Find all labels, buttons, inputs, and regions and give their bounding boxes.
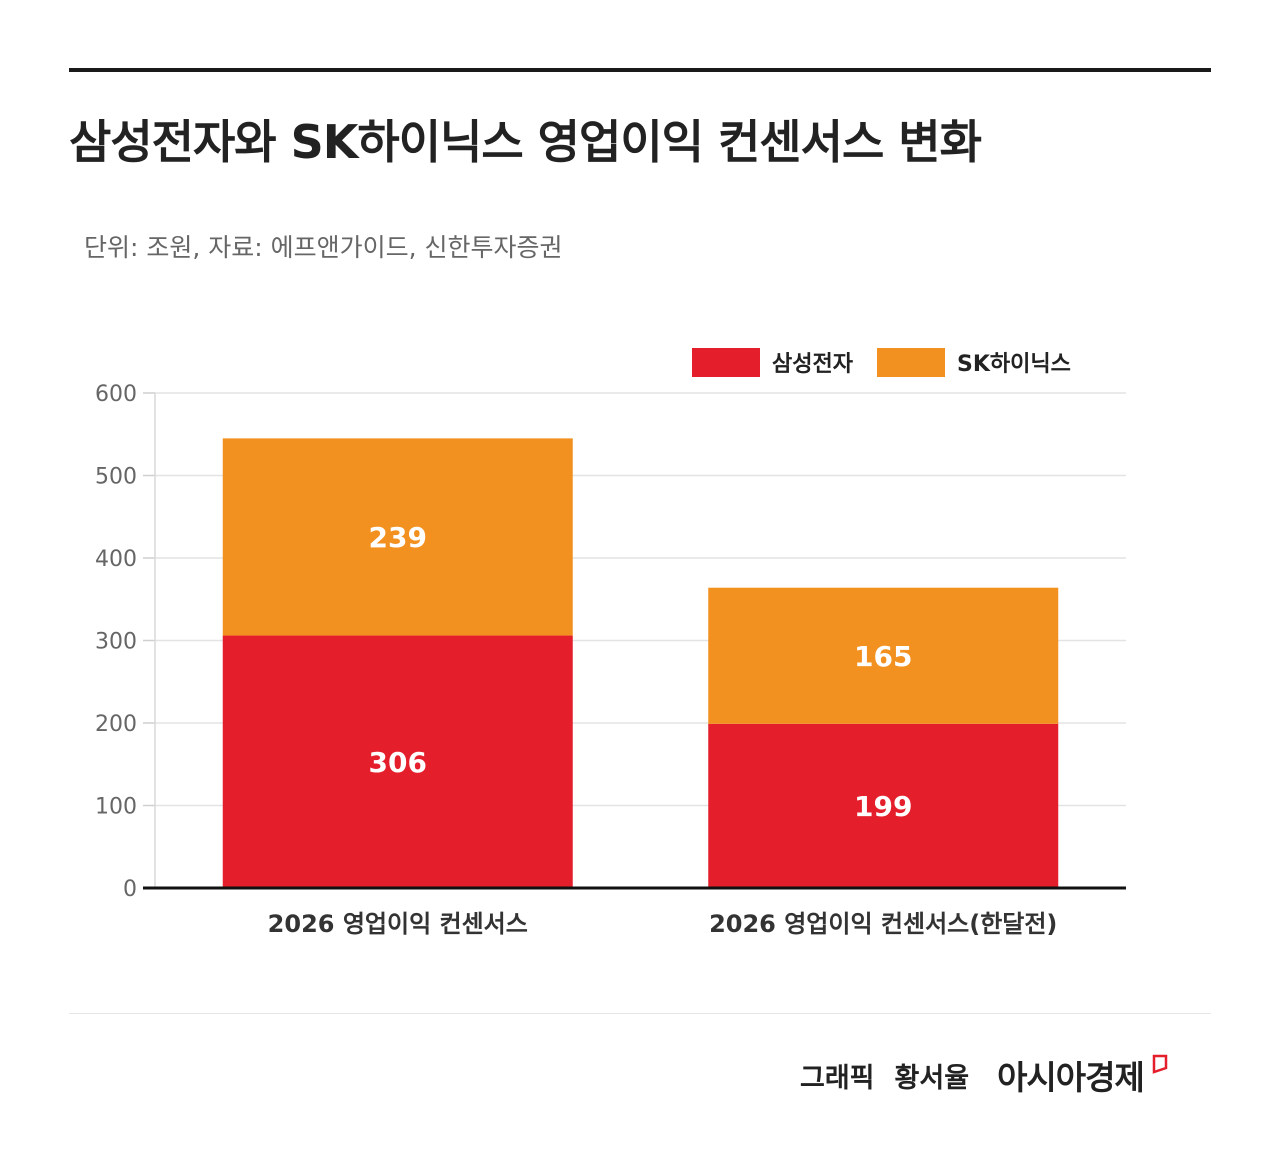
y-tick-label: 500 [95,465,137,490]
top-rule [69,68,1211,72]
chart-title: 삼성전자와 SK하이닉스 영업이익 컨센서스 변화 [69,115,982,169]
credit-name: 황서율 [894,1062,970,1094]
y-tick-label: 100 [95,795,137,820]
legend-swatch-skhynix [876,347,945,377]
data-label: 306 [369,746,427,779]
brand-logo-text: 아시아경제 [997,1058,1145,1097]
y-tick-label: 400 [95,547,137,572]
x-category-label: 2026 영업이익 컨센서스 [268,910,528,938]
data-label: 239 [369,521,427,554]
y-tick-label: 0 [123,877,137,902]
y-tick-label: 300 [95,630,137,655]
bar-segment [222,438,573,636]
chart-subtitle: 단위: 조원, 자료: 에프앤가이드, 신한투자증권 [84,233,563,262]
bar-segment [222,635,573,888]
data-label: 199 [854,790,912,823]
legend-label-samsung: 삼성전자 [772,352,853,377]
stacked-bar-chart: 0 100 200 300 400 500 600 306 239 2026 영업이익 컨센서스 1… [95,382,1126,938]
brand-square-icon [1152,1050,1168,1081]
legend-label-skhynix: SK하이닉스 [956,352,1071,377]
bar-segment [708,723,1059,888]
credit-line: 그래픽 황서율 아시아경제 [800,1051,1168,1099]
y-tick-label: 200 [95,712,137,737]
x-category-label: 2026 영업이익 컨센서스(한달전) [709,910,1057,938]
y-tick-label: 600 [95,382,137,407]
bar-segment [708,587,1059,724]
legend-swatch-samsung [692,347,760,377]
legend: 삼성전자 SK하이닉스 [692,344,1095,380]
credit-label: 그래픽 [800,1062,875,1094]
legend-item-samsung: 삼성전자 [692,346,853,378]
data-label: 165 [854,640,912,673]
bottom-rule [69,1013,1211,1014]
legend-item-skhynix: SK하이닉스 [876,346,1071,378]
